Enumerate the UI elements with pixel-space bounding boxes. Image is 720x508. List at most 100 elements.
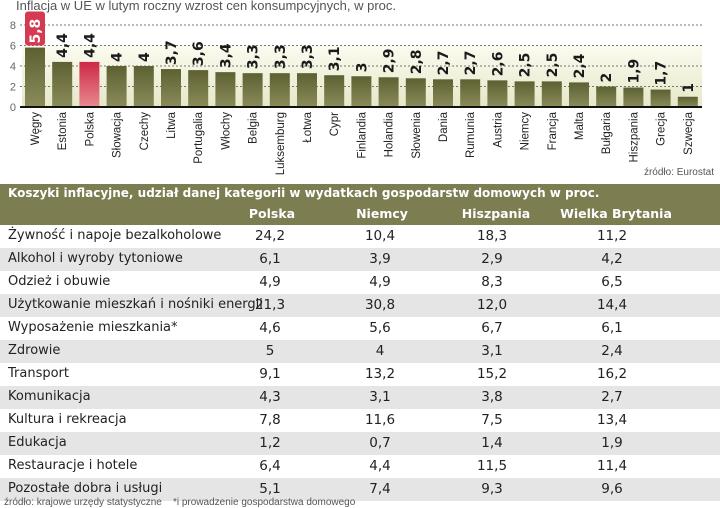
inflation-basket-table: Koszyki inflacyjne, udział danej kategor… bbox=[0, 184, 720, 501]
bar bbox=[677, 96, 698, 107]
bar bbox=[106, 66, 127, 107]
x-tick-label: Czechy bbox=[139, 112, 151, 151]
cell-value: 9,6 bbox=[601, 481, 623, 497]
x-tick-label: Bułgaria bbox=[601, 111, 613, 154]
cell-value: 4,2 bbox=[601, 251, 623, 267]
cell-value: 4,4 bbox=[369, 458, 391, 474]
cell-value: 24,2 bbox=[254, 228, 286, 244]
data-label: 2 bbox=[599, 73, 615, 83]
cell-value: 11,4 bbox=[596, 458, 628, 474]
x-tick-label: Niemcy bbox=[520, 112, 532, 151]
inflation-bar-chart: 0 2 4 6 8 5,8 Węgry 4,4 Estonia 4,4 Polska 4 Słowacj… bbox=[10, 11, 702, 175]
data-label: 4 bbox=[137, 52, 153, 62]
data-label: 2,5 bbox=[545, 53, 561, 78]
cell-value: 0,7 bbox=[369, 435, 391, 451]
cell-value: 7,5 bbox=[481, 412, 503, 428]
data-label: 4,4 bbox=[82, 33, 98, 58]
cell-value: 4 bbox=[375, 343, 385, 359]
cell-value: 11,6 bbox=[364, 412, 396, 428]
cell-value: 10,4 bbox=[364, 228, 396, 244]
cell-value: 12,0 bbox=[476, 297, 508, 313]
data-label: 1,9 bbox=[626, 59, 642, 84]
bar bbox=[596, 86, 617, 107]
data-label: 3,7 bbox=[164, 40, 180, 65]
bar bbox=[52, 61, 73, 107]
x-tick-label: Rumunia bbox=[465, 111, 477, 158]
data-label: 4,4 bbox=[55, 33, 71, 58]
cell-value: 3,9 bbox=[369, 251, 391, 267]
cell-value: 18,3 bbox=[476, 228, 508, 244]
x-tick-label: Dania bbox=[438, 111, 450, 142]
cell-value: 6,4 bbox=[259, 458, 281, 474]
cell-value: 5 bbox=[265, 343, 275, 359]
cell-value: 21,3 bbox=[254, 297, 286, 313]
row-label: Pozostałe dobra i usługi bbox=[8, 481, 163, 496]
cell-value: 4,3 bbox=[259, 389, 281, 405]
y-tick-label: 8 bbox=[10, 20, 16, 32]
row-label: Kultura i rekreacja bbox=[8, 412, 127, 427]
data-label: 2,8 bbox=[409, 49, 425, 74]
cell-value: 6,1 bbox=[601, 320, 623, 336]
table-footnote: źródło: krajowe urzędy statystyczne *i p… bbox=[4, 497, 356, 508]
row-label: Komunikacja bbox=[8, 389, 91, 404]
cell-value: 6,7 bbox=[481, 320, 503, 336]
chart-source: źródło: Eurostat bbox=[643, 167, 714, 178]
bar bbox=[623, 87, 644, 107]
cell-value: 14,4 bbox=[596, 297, 628, 313]
table-row: Odzież i obuwie 4,9 4,9 8,3 6,5 bbox=[0, 271, 720, 294]
x-tick-label: Estonia bbox=[57, 111, 69, 150]
data-label: 3,6 bbox=[191, 41, 207, 66]
bar bbox=[269, 73, 290, 107]
bar bbox=[297, 73, 317, 107]
table-row: Zdrowie 5 4 3,1 2,4 bbox=[0, 340, 720, 363]
cell-value: 4,9 bbox=[369, 274, 391, 290]
table-row: Edukacja 1,2 0,7 1,4 1,9 bbox=[0, 432, 720, 455]
bar bbox=[188, 70, 209, 107]
cell-value: 5,6 bbox=[369, 320, 391, 336]
cell-value: 8,3 bbox=[481, 274, 503, 290]
table-row: Komunikacja 4,3 3,1 3,8 2,7 bbox=[0, 386, 720, 409]
row-label: Restauracje i hotele bbox=[8, 458, 138, 473]
row-label: Edukacja bbox=[8, 435, 67, 450]
bar bbox=[25, 47, 45, 107]
column-header: Polska bbox=[248, 206, 296, 221]
cell-value: 11,2 bbox=[596, 228, 628, 244]
data-label: 3,3 bbox=[246, 44, 262, 69]
data-label: 2,7 bbox=[463, 51, 479, 76]
data-label: 3,3 bbox=[300, 44, 316, 69]
x-tick-label: Austria bbox=[492, 111, 504, 147]
cell-value: 1,4 bbox=[481, 435, 503, 451]
data-label: 3,3 bbox=[273, 44, 289, 69]
table-row: Alkohol i wyroby tytoniowe 6,1 3,9 2,9 4,2 bbox=[0, 248, 720, 271]
x-tick-label: Cypr bbox=[329, 112, 341, 136]
cell-value: 9,1 bbox=[259, 366, 281, 382]
table-header: Koszyki inflacyjne, udział danej kategor… bbox=[0, 184, 720, 225]
row-label: Transport bbox=[8, 366, 70, 381]
x-tick-label: Polska bbox=[84, 111, 96, 146]
bar bbox=[133, 66, 154, 107]
cell-value: 16,2 bbox=[596, 366, 628, 382]
x-tick-label: Francja bbox=[547, 111, 559, 150]
x-tick-label: Słowenia bbox=[411, 111, 423, 158]
x-tick-label: Luksemburg bbox=[275, 112, 287, 175]
y-tick-label: 0 bbox=[10, 102, 16, 114]
cell-value: 3,8 bbox=[481, 389, 503, 405]
data-label: 3,1 bbox=[327, 46, 343, 71]
y-tick-label: 4 bbox=[10, 61, 16, 73]
bar bbox=[460, 79, 481, 107]
data-label: 2,9 bbox=[382, 48, 398, 73]
table-title: Koszyki inflacyjne, udział danej kategor… bbox=[8, 186, 600, 200]
x-tick-label: Portugalia bbox=[193, 111, 205, 163]
row-label: Żywność i napoje bezalkoholowe bbox=[8, 228, 222, 243]
data-label: 2,6 bbox=[490, 52, 506, 77]
cell-value: 13,2 bbox=[364, 366, 396, 382]
bar bbox=[650, 89, 671, 107]
x-tick-label: Grecja bbox=[656, 111, 668, 145]
cell-value: 6,1 bbox=[259, 251, 281, 267]
row-label: Wyposażenie mieszkania* bbox=[8, 320, 178, 335]
x-tick-label: Holandia bbox=[384, 111, 396, 157]
bar bbox=[324, 75, 345, 107]
data-label: 3,4 bbox=[218, 43, 234, 68]
cell-value: 13,4 bbox=[596, 412, 628, 428]
data-label: 1,7 bbox=[654, 61, 670, 86]
